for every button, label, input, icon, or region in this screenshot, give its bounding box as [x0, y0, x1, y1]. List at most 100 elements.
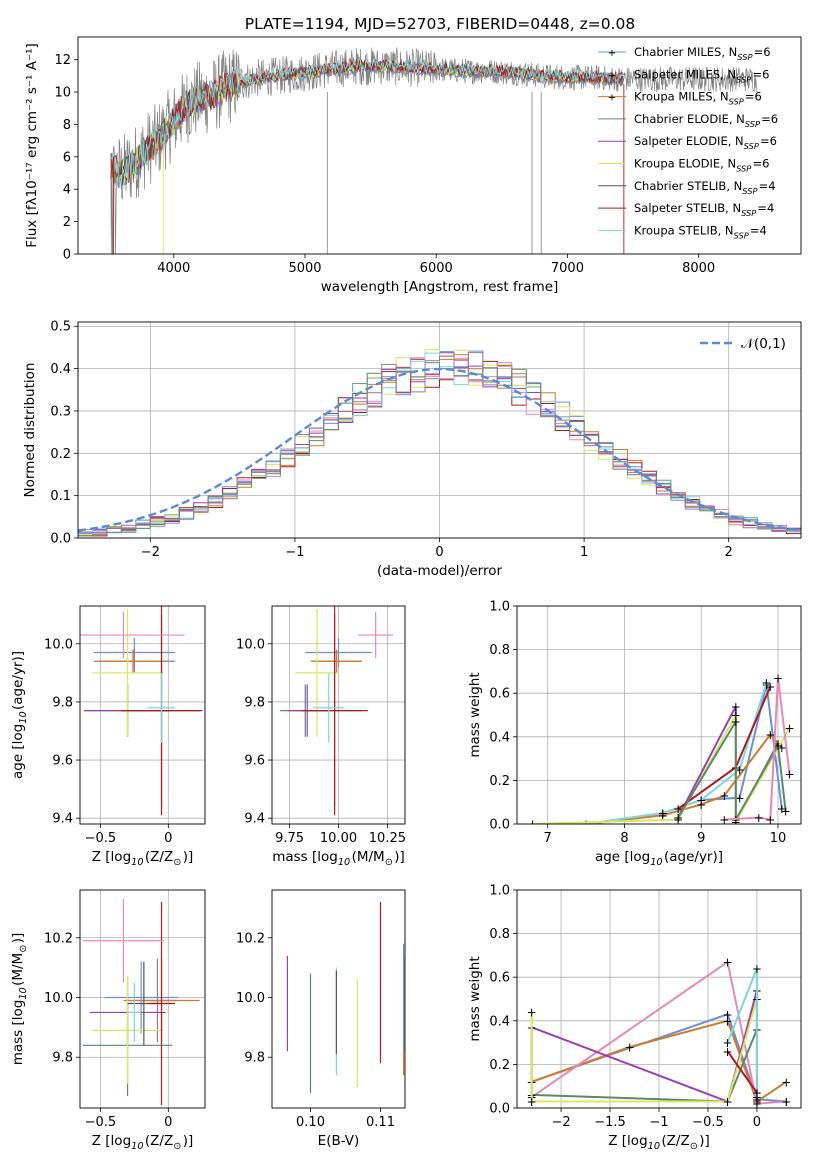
spectrum-lines [110, 47, 758, 254]
residuals-ytick-label: 0.2 [50, 447, 71, 462]
age-mass-xtick-label: 10.00 [320, 831, 357, 846]
age-mass-point-extra-pink [358, 611, 394, 659]
weight-Z-ylabel: mass weight [467, 956, 483, 1041]
weight-Z-line-kroupa-miles [531, 1019, 787, 1104]
residuals-legend: 𝒩(0,1) [700, 336, 786, 352]
weight-Z-xtick-label: −1.5 [594, 1115, 626, 1130]
weight-Z-line-kroupa-stelib [726, 968, 758, 1098]
age-Z-point-kroupa-elodie [92, 608, 163, 737]
weight-Z-marker: + [723, 1008, 733, 1022]
mass-Z-point-extra-pink [82, 898, 165, 983]
mass-Z-points [82, 898, 200, 1106]
weight-Z-marker: + [723, 1045, 733, 1059]
residual-histograms [78, 349, 801, 537]
spectrum-ytick-label: 8 [63, 118, 71, 133]
weight-age-marker: + [773, 671, 783, 685]
weight-age-marker: + [735, 763, 745, 777]
weight-age-xtick-label: 8 [620, 831, 628, 846]
mass-Z-ytick-label: 10.2 [44, 931, 73, 946]
weight-age-marker: + [527, 818, 537, 832]
legend-label-chabrier-miles: Chabrier MILES, NSSP =6 [634, 45, 771, 62]
weight-Z-xtick-label: −2 [551, 1115, 570, 1130]
weight-Z-line-extra-pink [531, 960, 787, 1105]
weight-age-marker: + [673, 813, 683, 827]
spectrum-xtick-label: 7000 [551, 261, 584, 276]
weight-age-ytick-label: 1.0 [489, 600, 510, 615]
age-Z-ylabel: age [log10 (age/yr)] [10, 651, 29, 779]
weight-age-marker: + [761, 676, 771, 690]
weight-age-xtick-label: 7 [544, 831, 552, 846]
weight-age-marker: + [781, 804, 791, 818]
age-mass-point-kroupa-stelib [313, 672, 345, 743]
mass-Z-xtick-label: 0 [164, 1115, 172, 1130]
spectrum-legend: + Chabrier MILES, NSSP =6 + Salpeter MILES,… [598, 45, 778, 240]
weight-age-marker: + [777, 802, 787, 816]
weight-Z-xtick-label: −0.5 [692, 1115, 724, 1130]
residuals-ytick-label: 0.1 [50, 489, 71, 504]
weight-Z-ytick-label: 0.0 [489, 1102, 510, 1117]
weight-age-ytick-label: 0.0 [489, 818, 510, 833]
weight-age-marker: + [731, 709, 741, 723]
spectrum-ylabel: Flux [fλ10⁻¹⁷ erg cm⁻² s⁻¹ A⁻¹] [24, 43, 40, 248]
weight-Z-line-kroupa-elodie [530, 998, 758, 1103]
spectrum-xtick-label: 4000 [157, 261, 190, 276]
weight-age-marker: + [731, 813, 741, 827]
weight-Z-xtick-label: −1 [649, 1115, 668, 1130]
weight-age-marker: + [754, 811, 764, 825]
weight-age-line-chabrier-miles [585, 684, 783, 824]
age-mass-xtick-label: 9.75 [275, 831, 304, 846]
weight-Z-ytick-label: 1.0 [489, 884, 510, 899]
residuals-ylabel: Normed distribution [22, 363, 38, 498]
age-Z-ytick-label: 9.6 [52, 754, 73, 769]
weight-age-marker: + [719, 813, 729, 827]
weight-Z-marker: + [723, 1014, 733, 1028]
weight-age-ytick-label: 0.6 [489, 687, 510, 702]
spectrum-model-salpeter-stelib [110, 58, 624, 184]
weight-Z-line-chabrier-miles [531, 1013, 787, 1103]
age-mass-point-kroupa-miles [311, 649, 362, 673]
mass-Z-point-kroupa-stelib [127, 982, 142, 1043]
residuals-frame [77, 321, 802, 539]
age-Z-ytick-label: 9.4 [52, 812, 73, 827]
weight-Z-marker: + [781, 1075, 791, 1089]
weight-age-marker: + [719, 789, 729, 803]
mass-Z-ytick-label: 10.0 [44, 991, 73, 1006]
mass-Z-ytick-label: 9.8 [52, 1051, 73, 1066]
weight-Z-marker: + [752, 1086, 762, 1100]
mass-EBV-points [286, 901, 405, 1094]
figure-title: PLATE=1194, MJD=52703, FIBERID=0448, z=0… [245, 15, 635, 33]
weight-age-marker: + [765, 813, 775, 827]
residuals-xtick-label: 0 [435, 545, 443, 560]
mass-EBV-ytick-label: 10.2 [236, 931, 265, 946]
age-mass-ytick-label: 10.0 [236, 637, 265, 652]
mass-EBV-xlabel: E(B-V) [318, 1133, 360, 1149]
weight-Z-marker: + [527, 1095, 537, 1109]
mass-Z-frame [79, 889, 206, 1109]
legend-label-kroupa-elodie: Kroupa ELODIE, NSSP =6 [634, 157, 769, 174]
weight-age-marker: + [735, 791, 745, 805]
weight-age-marker: + [731, 700, 741, 714]
legend-label-kroupa-stelib: Kroupa STELIB, NSSP =4 [634, 223, 767, 240]
weight-age-xtick-label: 9 [697, 831, 705, 846]
age-mass-xtick-label: 10.25 [369, 831, 406, 846]
weight-age-line-kroupa-miles [585, 733, 783, 824]
spectrum-axes: 4000 5000 6000 7000 8000 0 2 4 6 8 10 12 wavelength … [24, 43, 715, 295]
age-mass-point-kroupa-elodie [295, 608, 339, 737]
spectrum-xtick-label: 5000 [288, 261, 321, 276]
weight-Z-marker: + [781, 1095, 791, 1109]
weight-age-frame [516, 605, 802, 825]
weight-Z-line-salpeter-stelib [726, 1050, 758, 1094]
weight-age-marker: + [581, 818, 591, 832]
spectrum-ytick-label: 2 [63, 215, 71, 230]
mass-Z-ylabel: mass [log10 (M/M⊙ )] [10, 933, 29, 1066]
legend-label-chabrier-elodie: Chabrier ELODIE, NSSP =6 [634, 112, 778, 129]
weight-age-ytick-label: 0.2 [489, 774, 510, 789]
legend-label-salpeter-stelib: Salpeter STELIB, NSSP =4 [634, 201, 774, 218]
weight-Z-ytick-label: 0.8 [489, 927, 510, 942]
age-mass-ytick-label: 9.8 [244, 695, 265, 710]
legend-marker: + [608, 70, 616, 81]
weight-Z-ytick-label: 0.2 [489, 1058, 510, 1073]
age-mass-xlabel: mass [log10 (M/M⊙ )] [272, 849, 405, 868]
residuals-axes: −2 −1 0 1 2 0.0 0.1 0.2 0.3 0.4 0.5 (data-model)/er… [22, 320, 801, 579]
age-mass-ytick-label: 9.6 [244, 754, 265, 769]
